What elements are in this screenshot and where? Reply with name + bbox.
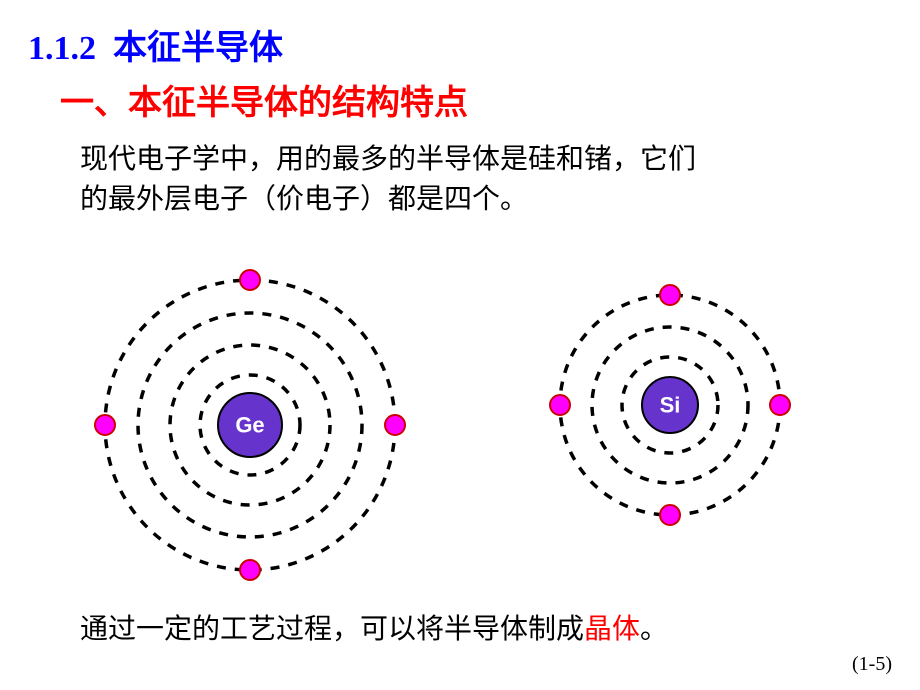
paragraph-2-suffix: 。 xyxy=(640,614,668,645)
paragraph-2: 通过一定的工艺过程，可以将半导体制成晶体。 xyxy=(80,610,668,649)
valence-electron-3 xyxy=(660,505,680,525)
section-title: 本征半导体 xyxy=(113,30,283,67)
nucleus-label: Ge xyxy=(235,413,264,438)
valence-electron-1 xyxy=(240,270,260,290)
valence-electron-4 xyxy=(770,395,790,415)
page-number: (1-5) xyxy=(852,653,892,676)
paragraph-2-highlight: 晶体 xyxy=(584,614,640,645)
ge-atom-diagram: Ge xyxy=(70,245,430,605)
subheading: 一、本征半导体的结构特点 xyxy=(60,75,468,124)
valence-electron-2 xyxy=(95,415,115,435)
valence-electron-1 xyxy=(660,285,680,305)
valence-electron-3 xyxy=(240,560,260,580)
si-atom-diagram: Si xyxy=(520,255,820,555)
nucleus-label: Si xyxy=(660,393,681,418)
valence-electron-4 xyxy=(385,415,405,435)
section-number: 1.1.2 xyxy=(28,30,96,67)
valence-electron-2 xyxy=(550,395,570,415)
paragraph-2-prefix: 通过一定的工艺过程，可以将半导体制成 xyxy=(80,614,584,645)
section-heading: 1.1.2 本征半导体 xyxy=(28,20,283,69)
paragraph-1-line-1: 现代电子学中，用的最多的半导体是硅和锗，它们 xyxy=(80,140,696,179)
paragraph-1-line-2: 的最外层电子（价电子）都是四个。 xyxy=(80,180,528,219)
